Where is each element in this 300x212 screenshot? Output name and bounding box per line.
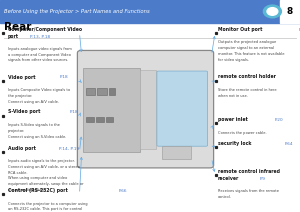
Text: P.18: P.18	[69, 110, 78, 114]
Text: Connect using an S-Video cable.: Connect using an S-Video cable.	[8, 135, 67, 139]
Text: P.14, P.19: P.14, P.19	[59, 146, 80, 151]
Text: control.: control.	[218, 195, 232, 199]
Text: P.9: P.9	[260, 177, 266, 181]
Text: Audio port: Audio port	[8, 145, 36, 151]
Text: an RS-232C cable. This port is for control: an RS-232C cable. This port is for contr…	[8, 207, 82, 211]
Text: Outputs the projected analogue: Outputs the projected analogue	[218, 40, 276, 45]
Text: P.64: P.64	[284, 142, 293, 146]
Text: P.20: P.20	[274, 118, 283, 122]
Text: Computer/Component Video: Computer/Component Video	[8, 27, 82, 32]
FancyBboxPatch shape	[77, 50, 214, 168]
Bar	[97, 88, 107, 95]
Text: computer signal to an external: computer signal to an external	[218, 46, 274, 50]
Text: receiver: receiver	[218, 176, 239, 181]
Text: Connects the power cable.: Connects the power cable.	[218, 131, 267, 135]
Bar	[106, 117, 113, 122]
Bar	[162, 146, 191, 159]
Bar	[96, 117, 104, 122]
Text: Control (RS-232C) port: Control (RS-232C) port	[8, 188, 68, 193]
Bar	[140, 70, 156, 148]
Circle shape	[267, 8, 278, 15]
Text: P.14: P.14	[299, 28, 300, 32]
Text: P.13, P.18: P.13, P.18	[30, 35, 50, 39]
Circle shape	[263, 5, 281, 18]
Text: Connect using an A/V cable.: Connect using an A/V cable.	[8, 100, 59, 104]
Text: S-Video port: S-Video port	[8, 109, 41, 114]
Text: Before Using the Projector > Part Names and Functions: Before Using the Projector > Part Names …	[4, 9, 149, 14]
Text: security lock: security lock	[218, 141, 252, 146]
Bar	[280, 0, 300, 23]
Text: Video port: Video port	[8, 74, 36, 80]
Text: when not in use.: when not in use.	[218, 94, 248, 98]
Text: for video signals.: for video signals.	[218, 58, 249, 62]
Text: signals from other video sources.: signals from other video sources.	[8, 58, 68, 62]
Text: P.66: P.66	[119, 189, 127, 193]
Bar	[86, 88, 95, 95]
Text: use an audio switch.: use an audio switch.	[8, 188, 45, 192]
Text: 8: 8	[287, 7, 293, 16]
Text: P.18: P.18	[59, 75, 68, 80]
Text: Receives signals from the remote: Receives signals from the remote	[218, 189, 279, 193]
Text: equipment alternately, swap the cable or: equipment alternately, swap the cable or	[8, 182, 84, 186]
Text: monitor. This feature is not available: monitor. This feature is not available	[218, 52, 285, 56]
Text: Monitor Out port: Monitor Out port	[218, 27, 262, 32]
Text: the projector.: the projector.	[8, 94, 32, 98]
Text: a computer and Component Video: a computer and Component Video	[8, 53, 71, 57]
Text: remote control infrared: remote control infrared	[218, 169, 280, 174]
Bar	[109, 88, 115, 95]
Text: Inputs audio signals to the projector.: Inputs audio signals to the projector.	[8, 159, 75, 163]
Text: RCA cable.: RCA cable.	[8, 171, 28, 175]
Text: Inputs S-Video signals to the: Inputs S-Video signals to the	[8, 123, 60, 127]
Text: Rear: Rear	[4, 22, 31, 32]
FancyBboxPatch shape	[157, 71, 208, 146]
Bar	[83, 68, 140, 152]
Text: When using computer and video: When using computer and video	[8, 176, 67, 180]
Text: Connect using an A/V cable, or a stereo: Connect using an A/V cable, or a stereo	[8, 165, 80, 169]
Text: Inputs analogue video signals from: Inputs analogue video signals from	[8, 47, 72, 51]
Text: Inputs Composite Video signals to: Inputs Composite Video signals to	[8, 88, 70, 92]
Bar	[0, 0, 300, 23]
Text: projector.: projector.	[8, 129, 25, 133]
Text: Store the remote control in here: Store the remote control in here	[218, 88, 277, 92]
Text: Connects the projector to a computer using: Connects the projector to a computer usi…	[8, 202, 88, 206]
Bar	[86, 117, 94, 122]
Text: port: port	[8, 34, 19, 39]
Text: remote control holder: remote control holder	[218, 74, 276, 80]
Text: power inlet: power inlet	[218, 117, 248, 122]
